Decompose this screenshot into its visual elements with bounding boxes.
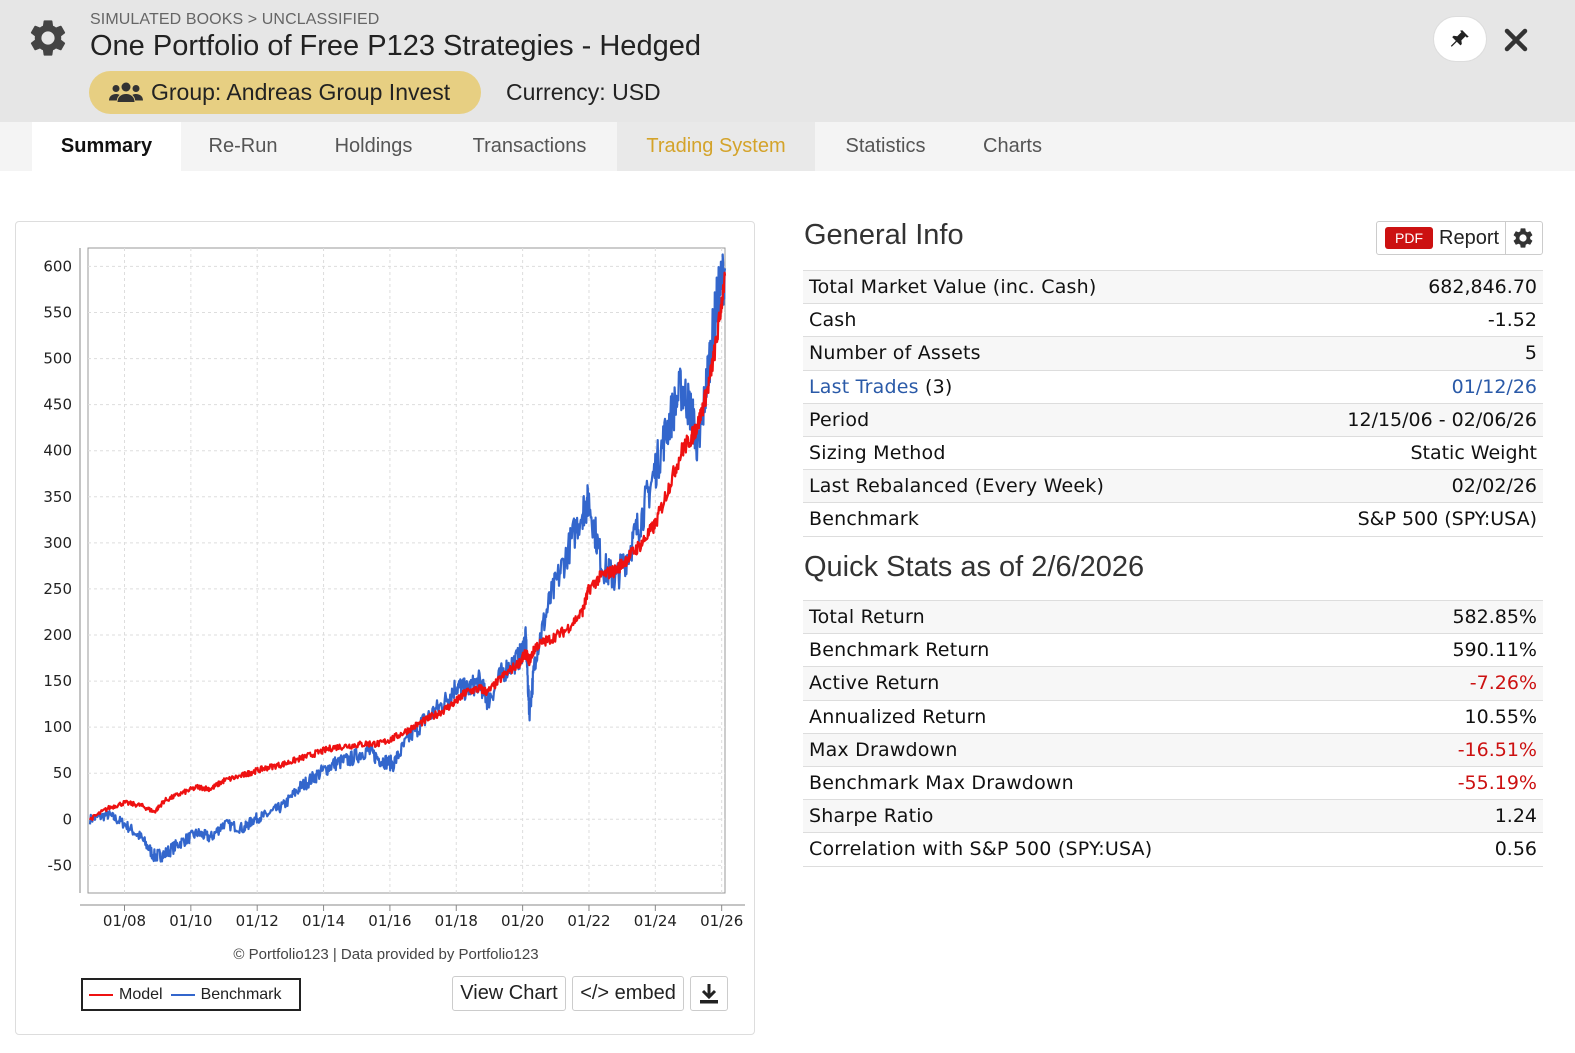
general-info-title: General Info bbox=[804, 219, 964, 251]
table-row: Annualized Return 10.55% bbox=[803, 701, 1543, 734]
quick-stats-title: Quick Stats as of 2/6/2026 bbox=[804, 551, 1145, 583]
currency-label: Currency: USD bbox=[506, 79, 661, 105]
tab-summary[interactable]: Summary bbox=[32, 122, 181, 171]
page-title: One Portfolio of Free P123 Strategies - … bbox=[90, 30, 701, 62]
x-tick-label: 01/14 bbox=[302, 912, 345, 930]
y-tick-label: 200 bbox=[43, 626, 72, 644]
download-icon bbox=[700, 983, 718, 1003]
breadcrumb[interactable]: SIMULATED BOOKS > UNCLASSIFIED bbox=[90, 11, 380, 28]
y-tick-label: 500 bbox=[43, 350, 72, 368]
group-label: Group: Andreas Group Invest bbox=[151, 79, 451, 105]
y-tick-label: 150 bbox=[43, 672, 72, 690]
last-trades-link[interactable]: Last Trades bbox=[809, 375, 919, 398]
last-trades-date-link[interactable]: 01/12/26 bbox=[1451, 375, 1537, 398]
tab-holdings[interactable]: Holdings bbox=[334, 135, 413, 157]
y-tick-label: 400 bbox=[43, 442, 72, 460]
table-row: Sharpe Ratio 1.24 bbox=[803, 800, 1543, 834]
y-tick-label: 600 bbox=[43, 257, 72, 275]
y-tick-label: 50 bbox=[53, 764, 72, 782]
performance-chart[interactable]: -50 0 50 100 150 200 250 300 350 400 450 500 550 600 0… bbox=[16, 222, 756, 942]
report-button[interactable]: PDF Report bbox=[1376, 221, 1543, 255]
x-tick-label: 01/20 bbox=[501, 912, 544, 930]
tab-charts[interactable]: Charts bbox=[983, 135, 1042, 157]
pin-icon bbox=[1450, 30, 1469, 47]
x-tick-label: 01/22 bbox=[567, 912, 610, 930]
table-row: Period 12/15/06 - 02/06/26 bbox=[803, 403, 1543, 437]
y-tick-label: 100 bbox=[43, 718, 72, 736]
table-row: Max Drawdown -16.51% bbox=[803, 733, 1543, 767]
view-chart-button[interactable]: View Chart bbox=[452, 976, 566, 1011]
group-badge[interactable]: Group: Andreas Group Invest bbox=[89, 71, 481, 114]
gear-icon[interactable] bbox=[26, 16, 70, 60]
y-tick-label: 350 bbox=[43, 488, 72, 506]
series-line-model bbox=[88, 271, 727, 821]
legend-label-benchmark: Benchmark bbox=[200, 985, 282, 1003]
x-tick-label: 01/12 bbox=[236, 912, 279, 930]
table-row: Last Trades (3) 01/12/26 bbox=[803, 371, 1543, 404]
chart-legend: Model Benchmark bbox=[81, 978, 301, 1011]
x-tick-label: 01/16 bbox=[368, 912, 411, 930]
tab-transactions[interactable]: Transactions bbox=[472, 135, 587, 157]
y-tick-label: 250 bbox=[43, 580, 72, 598]
y-tick-label: 300 bbox=[43, 534, 72, 552]
download-button[interactable] bbox=[690, 976, 728, 1011]
table-row: Benchmark Return 590.11% bbox=[803, 634, 1543, 668]
quick-stats-table: Total Return 582.85% Benchmark Return 590.… bbox=[803, 600, 1543, 867]
tab-statistics[interactable]: Statistics bbox=[845, 135, 926, 157]
series-line-benchmark bbox=[88, 253, 727, 863]
users-icon bbox=[109, 82, 143, 102]
x-tick-label: 01/24 bbox=[634, 912, 677, 930]
legend-label-model: Model bbox=[119, 985, 163, 1003]
table-row: Active Return -7.26% bbox=[803, 667, 1543, 701]
x-tick-label: 01/18 bbox=[435, 912, 478, 930]
table-row: Correlation with S&P 500 (SPY:USA) 0.56 bbox=[803, 833, 1543, 867]
table-row: Number of Assets 5 bbox=[803, 337, 1543, 371]
close-icon[interactable] bbox=[1500, 24, 1532, 56]
x-tick-label: 01/10 bbox=[169, 912, 212, 930]
report-label: Report bbox=[1439, 226, 1500, 249]
y-tick-label: 450 bbox=[43, 396, 72, 414]
x-tick-label: 01/26 bbox=[700, 912, 743, 930]
x-tick-label: 01/08 bbox=[103, 912, 146, 930]
tab-bar: Summary Re-Run Holdings Transactions Tra… bbox=[0, 122, 1575, 171]
pin-button[interactable] bbox=[1433, 16, 1487, 62]
general-info-table: Total Market Value (inc. Cash) 682,846.70… bbox=[803, 270, 1543, 537]
legend-item-benchmark[interactable]: Benchmark bbox=[170, 985, 282, 1004]
pdf-badge: PDF bbox=[1385, 227, 1433, 249]
tab-trading-system[interactable]: Trading System bbox=[617, 122, 815, 171]
table-row: Benchmark Max Drawdown -55.19% bbox=[803, 767, 1543, 801]
table-row: Cash -1.52 bbox=[803, 304, 1543, 338]
book-header: SIMULATED BOOKS > UNCLASSIFIED One Portf… bbox=[0, 0, 1575, 122]
chart-copyright: © Portfolio123 | Data provided by Portfo… bbox=[233, 946, 539, 963]
table-row: Total Market Value (inc. Cash) 682,846.70 bbox=[803, 271, 1543, 305]
table-row: Benchmark S&P 500 (SPY:USA) bbox=[803, 503, 1543, 537]
table-row: Total Return 582.85% bbox=[803, 601, 1543, 635]
y-tick-label: 550 bbox=[43, 304, 72, 322]
legend-item-model[interactable]: Model bbox=[89, 986, 163, 1004]
y-tick-label: 0 bbox=[62, 810, 72, 828]
plot-area bbox=[87, 247, 726, 894]
tab-re-run[interactable]: Re-Run bbox=[208, 135, 278, 157]
table-row: Last Rebalanced (Every Week) 02/02/26 bbox=[803, 470, 1543, 504]
y-tick-label: -50 bbox=[48, 856, 73, 874]
report-settings-icon[interactable] bbox=[1511, 226, 1535, 250]
embed-button[interactable]: </> embed bbox=[572, 976, 684, 1011]
chart-panel: -50 0 50 100 150 200 250 300 350 400 450 500 550 600 0… bbox=[15, 221, 755, 1035]
table-row: Sizing Method Static Weight bbox=[803, 437, 1543, 471]
